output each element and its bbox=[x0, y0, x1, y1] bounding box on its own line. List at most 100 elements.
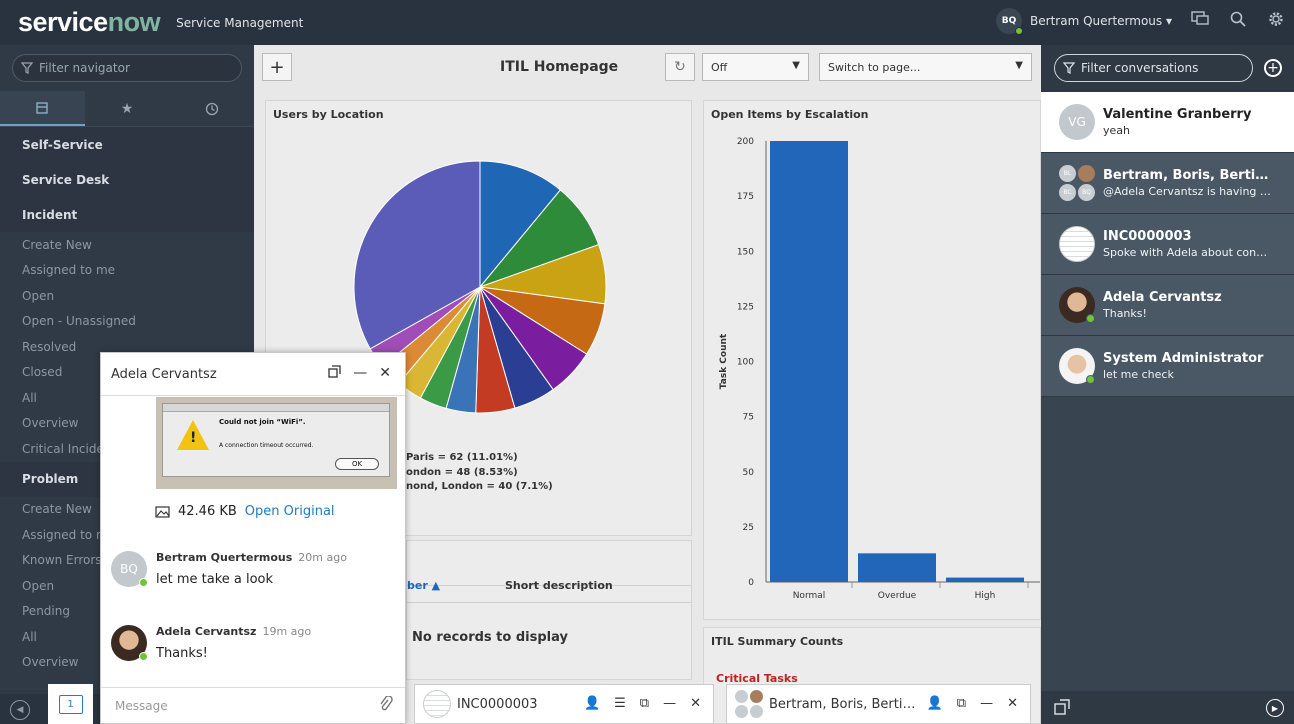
switch-page-select[interactable]: Switch to page... ▼ bbox=[819, 53, 1032, 81]
y-tick-label: 75 bbox=[743, 413, 754, 423]
open-original-link[interactable]: Open Original bbox=[244, 504, 335, 519]
conversation-name: Adela Cervantsz bbox=[1103, 290, 1222, 305]
popout-icon[interactable]: ⧉ bbox=[956, 696, 967, 711]
pie-slice[interactable] bbox=[479, 160, 562, 289]
chevron-down-icon: ▼ bbox=[792, 60, 800, 71]
close-icon[interactable]: ✕ bbox=[1007, 696, 1018, 711]
conversation-name: System Administrator bbox=[1103, 351, 1264, 366]
y-axis-label: Task Count bbox=[719, 333, 729, 389]
y-tick-label: 175 bbox=[737, 192, 754, 202]
incident-item[interactable]: Create New bbox=[0, 232, 254, 258]
user-avatar[interactable]: BQ bbox=[996, 8, 1024, 35]
y-tick-label: 200 bbox=[737, 137, 754, 147]
record-icon bbox=[1059, 226, 1095, 262]
refresh-button[interactable]: ↻ bbox=[665, 53, 695, 81]
popout-icon[interactable]: ⧉ bbox=[639, 696, 650, 711]
add-user-icon[interactable]: 👤 bbox=[583, 696, 601, 711]
avatar bbox=[1059, 287, 1095, 323]
message-input[interactable]: Message bbox=[101, 687, 405, 723]
conversation-item[interactable]: INC0000003 Spoke with Adela about conne.… bbox=[1041, 214, 1294, 275]
user-menu[interactable]: Bertram Quertermous ▾ bbox=[1030, 14, 1172, 28]
conversation-preview: let me check bbox=[1103, 368, 1174, 381]
legend-entry: ondon = 48 (8.53%) bbox=[406, 466, 518, 478]
popout-icon[interactable] bbox=[328, 365, 341, 382]
minimize-icon[interactable]: — bbox=[353, 365, 368, 381]
open-items-panel: Open Items by Escalation 0 25 50 75 100 125 15… bbox=[703, 100, 1041, 620]
popout-icon[interactable] bbox=[1054, 699, 1070, 719]
message-text: let me take a look bbox=[156, 572, 274, 587]
chat-list-toggle-button[interactable]: 1 bbox=[48, 684, 93, 724]
close-icon[interactable]: ✕ bbox=[690, 696, 701, 711]
gear-icon[interactable] bbox=[1266, 10, 1286, 32]
y-tick-label: 0 bbox=[748, 578, 754, 588]
message-time: 20m ago bbox=[298, 551, 347, 564]
y-tick-label: 150 bbox=[737, 247, 754, 257]
open-items-bar-chart: 0 25 50 75 100 125 150 175 200 Task Count Normal Ov… bbox=[719, 137, 1040, 601]
add-conversation-icon[interactable]: + bbox=[1264, 59, 1282, 77]
x-tick-label: Overdue bbox=[878, 591, 917, 601]
group-avatar bbox=[735, 690, 763, 718]
refresh-interval-select[interactable]: Off ▼ bbox=[702, 53, 809, 81]
minimized-chat-inc[interactable]: INC0000003 👤 ☰ ⧉ — ✕ bbox=[414, 684, 714, 724]
legend-entry: nond, London = 40 (7.1%) bbox=[406, 481, 553, 492]
nav-section-incident[interactable]: Incident bbox=[0, 197, 254, 232]
column-number-header[interactable]: ber ▲ bbox=[407, 579, 441, 592]
clock-icon bbox=[205, 102, 218, 115]
filter-icon bbox=[1063, 62, 1075, 74]
nav-section-service-desk[interactable]: Service Desk bbox=[0, 162, 254, 197]
connect-chat-icon[interactable] bbox=[1190, 11, 1210, 31]
conversation-preview: @Adela Cervantsz is having tr... bbox=[1103, 185, 1273, 198]
critical-tasks-label[interactable]: Critical Tasks bbox=[716, 672, 798, 685]
filter-navigator-input[interactable]: Filter navigator bbox=[12, 54, 242, 82]
conversation-item[interactable]: BL BC BQ Bertram, Boris, Bertie, a... @A… bbox=[1041, 153, 1294, 214]
filter-icon bbox=[21, 62, 33, 74]
tab-all-apps[interactable] bbox=[0, 91, 85, 126]
conversation-item[interactable]: System Administrator let me check bbox=[1041, 336, 1294, 397]
minimized-chat-group[interactable]: Bertram, Boris, Bertie, ... 👤 ⧉ — ✕ bbox=[726, 684, 1031, 724]
add-content-button[interactable]: + bbox=[262, 53, 292, 81]
message-text: Thanks! bbox=[156, 646, 208, 661]
image-attachment[interactable]: ! Could not join “WiFi”. A connection ti… bbox=[156, 397, 397, 489]
online-status-dot bbox=[1015, 27, 1024, 35]
chat-message: BQ Bertram Quertermous 20m ago let me tak… bbox=[111, 551, 347, 587]
refresh-icon: ↻ bbox=[674, 59, 686, 75]
minimize-icon[interactable]: — bbox=[980, 696, 994, 711]
group-avatar: BL BC BQ bbox=[1059, 165, 1095, 201]
dialog-body: A connection timeout occurred. bbox=[219, 442, 314, 449]
incident-item[interactable]: Open bbox=[0, 283, 254, 309]
pie-slice[interactable] bbox=[353, 160, 481, 350]
message-author: Adela Cervantsz bbox=[156, 625, 257, 638]
conversation-preview: Spoke with Adela about conne... bbox=[1103, 246, 1273, 259]
minimize-icon[interactable]: — bbox=[663, 696, 677, 711]
conversation-name: INC0000003 bbox=[1103, 229, 1192, 244]
conversation-item[interactable]: VG Valentine Granberry yeah bbox=[1041, 92, 1294, 153]
collapse-nav-icon[interactable]: ◀ bbox=[10, 700, 30, 720]
online-status-dot bbox=[139, 578, 148, 587]
x-tick-label: Normal bbox=[793, 591, 826, 601]
close-icon[interactable]: ✕ bbox=[379, 365, 391, 381]
filter-conversations-input[interactable]: Filter conversations bbox=[1054, 54, 1253, 82]
tab-history[interactable] bbox=[169, 91, 254, 126]
minimized-chat-name: Bertram, Boris, Bertie, ... bbox=[769, 696, 919, 712]
nav-section-self-service[interactable]: Self-Service bbox=[0, 127, 254, 162]
y-tick-label: 50 bbox=[743, 468, 755, 478]
conversation-preview: Thanks! bbox=[1103, 307, 1147, 320]
incident-item[interactable]: Assigned to me bbox=[0, 257, 254, 283]
search-icon[interactable] bbox=[1228, 11, 1248, 31]
record-detail-icon[interactable]: ☰ bbox=[614, 696, 626, 711]
bar-overdue[interactable] bbox=[858, 553, 936, 582]
column-short-description-header[interactable]: Short description bbox=[505, 579, 613, 592]
attachment-icon[interactable] bbox=[379, 695, 393, 716]
avatar: BQ bbox=[111, 551, 148, 587]
bar-normal[interactable] bbox=[770, 141, 848, 582]
dialog-title: Could not join “WiFi”. bbox=[219, 418, 306, 426]
play-icon[interactable]: ▶ bbox=[1266, 699, 1284, 717]
conversation-item[interactable]: Adela Cervantsz Thanks! bbox=[1041, 275, 1294, 336]
image-icon bbox=[155, 505, 170, 518]
add-user-icon[interactable]: 👤 bbox=[926, 696, 943, 711]
incident-item[interactable]: Open - Unassigned bbox=[0, 308, 254, 334]
servicenow-logo[interactable]: servicenow bbox=[18, 7, 161, 37]
bar-high[interactable] bbox=[946, 577, 1024, 582]
message-time: 19m ago bbox=[262, 625, 312, 638]
tab-favorites[interactable]: ★ bbox=[85, 91, 170, 126]
